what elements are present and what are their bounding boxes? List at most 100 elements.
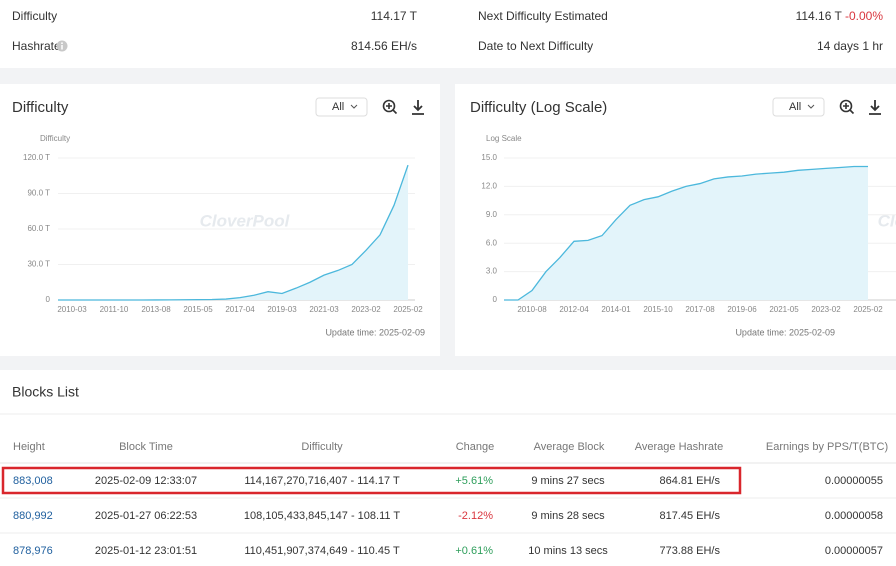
table-cell: 108,105,433,845,147 - 108.11 T [244,510,400,522]
y-tick-label: 6.0 [486,238,498,247]
stat-value: 114.16 T -0.00% [796,9,883,23]
x-tick-label: 2013-08 [141,305,171,314]
y-tick-label: 0 [46,295,51,304]
y-tick-label: 30.0 T [27,260,50,269]
zoom-icon[interactable] [382,99,396,113]
table-cell: 10 mins 13 secs [528,545,608,557]
column-header: Difficulty [301,441,343,453]
x-tick-label: 2012-04 [559,305,589,314]
x-tick-label: 2019-06 [727,305,757,314]
stats-panel: Difficulty 114.17 T Hashrate 814.56 EH/s… [0,0,896,68]
x-tick-label: 2017-08 [685,305,715,314]
table-cell: 2025-02-09 12:33:07 [95,475,197,487]
y-tick-label: 120.0 T [23,153,50,162]
column-header: Earnings by PPS/T(BTC) [766,441,888,453]
range-select[interactable] [772,97,825,117]
chart-panel [0,84,440,356]
stat-label: Date to Next Difficulty [478,39,594,53]
x-tick-label: 2017-04 [225,305,255,314]
update-note: Update time: 2025-02-09 [325,327,425,337]
chevron [807,104,815,109]
y-tick-label: 3.0 [486,267,498,276]
table-cell: 9 mins 28 secs [531,510,605,522]
y-tick-label: 15.0 [481,153,497,162]
stat-value: 814.56 EH/s [350,39,417,53]
chart: Difficulty (Log Scale) All Log Scale Clover… [470,97,896,337]
table-cell: 0.00000055 [825,475,883,487]
column-header: Block Time [119,441,173,453]
x-tick-label: 2014-01 [601,305,631,314]
update-note: Update time: 2025-02-09 [735,327,835,337]
range-select-text: All [332,101,344,113]
column-header: Average Hashrate [635,441,723,453]
x-tick-label: 2015-10 [643,305,673,314]
y-axis-label: Difficulty [40,134,70,143]
table-cell: 817.45 EH/s [659,510,720,522]
range-select[interactable] [315,97,368,117]
range-select-text: All [789,101,801,113]
chevron [350,104,358,109]
table-cell: -2.12% [458,510,493,522]
column-header: Height [13,441,45,453]
column-header: Average Block [534,441,605,453]
block-height-link[interactable]: 883,008 [13,475,53,487]
next-change: -0.00% [844,9,883,23]
block-height-link[interactable]: 878,976 [13,545,53,557]
table-cell: 0.00000057 [825,545,883,557]
x-tick-label: 2015-05 [183,305,213,314]
y-tick-label: 60.0 T [27,224,50,233]
x-tick-label: 2010-08 [517,305,547,314]
y-tick-label: 12.0 [481,182,497,191]
stat-value: 14 days 1 hr [816,39,883,53]
x-tick-label: 2010-03 [57,305,87,314]
table-cell: 9 mins 27 secs [531,475,605,487]
table-cell: 0.00000058 [825,510,883,522]
block-height-link[interactable]: 880,992 [13,510,53,522]
chart-title: Difficulty (Log Scale) [470,99,607,116]
table-cell: 773.88 EH/s [659,545,720,557]
table-cell: +5.61% [455,475,493,487]
table-cell: 110,451,907,374,649 - 110.45 T [244,545,400,557]
watermark: CloverPool [200,211,291,230]
x-tick-label: 2023-02 [811,305,841,314]
y-tick-label: 90.0 T [27,189,50,198]
table-cell: +0.61% [455,545,493,557]
table-cell: 114,167,270,716,407 - 114.17 T [244,475,400,487]
watermark: CloverPool [878,211,896,230]
table-cell: 2025-01-27 06:22:53 [95,510,197,522]
blocks-table: Blocks List Height Block Time Difficulty Ch… [0,384,896,557]
zoom-icon [843,103,855,115]
y-tick-label: 9.0 [486,210,498,219]
line [58,164,409,301]
x-tick-label: 2023-02 [351,305,381,314]
highlight-box [1,466,742,495]
download-icon[interactable] [869,100,881,115]
y-axis-label: Log Scale [486,134,522,143]
stat-label: Hashrate [12,39,61,53]
column-header: Change [456,441,495,453]
zoom-icon[interactable] [839,99,853,113]
line [504,165,868,301]
table-cell: 2025-01-12 23:01:51 [95,545,197,557]
next-value: 114.16 T [795,9,842,23]
x-tick-label: 2019-03 [267,305,297,314]
stat-label: Next Difficulty Estimated [478,9,608,23]
chart: Difficulty All Difficulty CloverPool 0 30.0 T… [12,97,425,337]
area-fill [58,165,408,300]
x-tick-label: 2021-03 [309,305,339,314]
table-cell: 864.81 EH/s [659,475,720,487]
stat-value: 114.17 T [370,9,417,23]
info-icon[interactable] [56,40,68,52]
stat-label: Difficulty [12,9,58,23]
chart-title: Difficulty [12,99,69,116]
area-fill [504,166,868,300]
x-tick-label: 2021-05 [769,305,799,314]
x-tick-label: 2025-02 [853,305,883,314]
download-icon[interactable] [412,100,424,115]
x-tick-label: 2011-10 [100,305,129,314]
y-tick-label: 0 [493,295,498,304]
section-title: Blocks List [12,384,79,400]
zoom-icon [386,103,398,115]
x-tick-label: 2025-02 [393,305,423,314]
